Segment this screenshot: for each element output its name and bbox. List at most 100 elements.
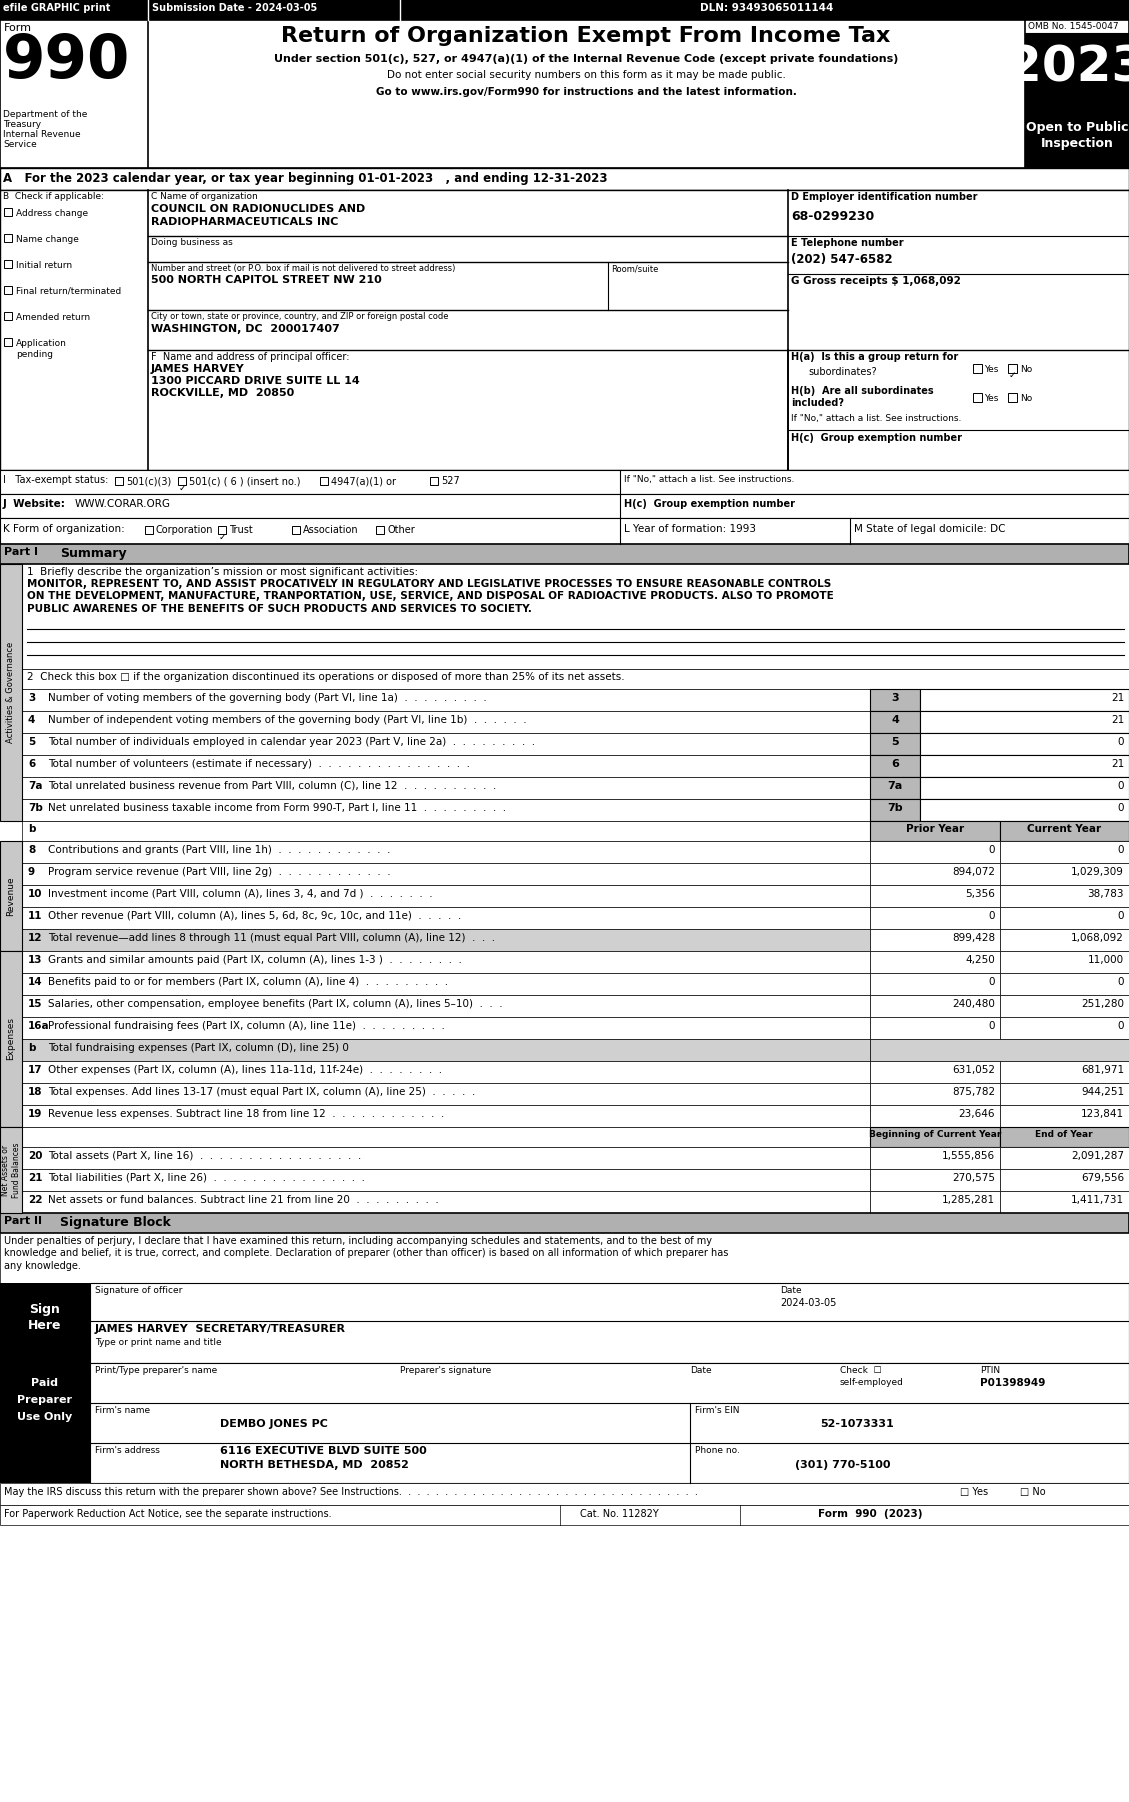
Text: Total number of volunteers (estimate if necessary)  .  .  .  .  .  .  .  .  .  .: Total number of volunteers (estimate if … — [49, 759, 470, 769]
Bar — [21, 1126, 870, 1148]
Bar — [0, 842, 21, 951]
Text: RADIOPHARMACEUTICALS INC: RADIOPHARMACEUTICALS INC — [151, 216, 339, 227]
Bar — [870, 1040, 1129, 1061]
Text: Professional fundraising fees (Part IX, column (A), line 11e)  .  .  .  .  .  . : Professional fundraising fees (Part IX, … — [49, 1022, 445, 1031]
Text: Number of independent voting members of the governing body (Part VI, line 1b)  .: Number of independent voting members of … — [49, 715, 526, 724]
Bar — [973, 393, 982, 402]
Text: Other: Other — [387, 524, 414, 535]
Text: Investment income (Part VIII, column (A), lines 3, 4, and 7d )  .  .  .  .  .  .: Investment income (Part VIII, column (A)… — [49, 888, 432, 899]
Bar — [21, 1148, 870, 1169]
Bar — [0, 544, 1129, 564]
Text: 990: 990 — [3, 32, 130, 90]
Text: 23,646: 23,646 — [959, 1108, 995, 1119]
Bar — [21, 995, 870, 1016]
Text: 1,068,092: 1,068,092 — [1071, 933, 1124, 942]
Text: 7b: 7b — [887, 804, 903, 813]
Bar — [870, 1148, 1000, 1169]
Text: 899,428: 899,428 — [952, 933, 995, 942]
Text: JAMES HARVEY  SECRETARY/TREASURER: JAMES HARVEY SECRETARY/TREASURER — [95, 1324, 345, 1333]
Text: Treasury: Treasury — [3, 121, 41, 130]
Text: 14: 14 — [28, 977, 43, 987]
Text: Net assets or fund balances. Subtract line 21 from line 20  .  .  .  .  .  .  . : Net assets or fund balances. Subtract li… — [49, 1195, 439, 1206]
Text: 16a: 16a — [28, 1022, 50, 1031]
Text: Under section 501(c), 527, or 4947(a)(1) of the Internal Revenue Code (except pr: Under section 501(c), 527, or 4947(a)(1)… — [274, 54, 899, 65]
Text: DEMBO JONES PC: DEMBO JONES PC — [220, 1418, 327, 1429]
Bar — [920, 777, 1129, 798]
Bar — [178, 478, 186, 485]
Bar — [0, 20, 1129, 168]
Text: 679,556: 679,556 — [1080, 1173, 1124, 1182]
Text: Other revenue (Part VIII, column (A), lines 5, 6d, 8c, 9c, 10c, and 11e)  .  .  : Other revenue (Part VIII, column (A), li… — [49, 912, 462, 921]
Text: Program service revenue (Part VIII, line 2g)  .  .  .  .  .  .  .  .  .  .  .  .: Program service revenue (Part VIII, line… — [49, 867, 391, 878]
Text: Revenue less expenses. Subtract line 18 from line 12  .  .  .  .  .  .  .  .  . : Revenue less expenses. Subtract line 18 … — [49, 1108, 444, 1119]
Text: Beginning of Current Year: Beginning of Current Year — [869, 1130, 1001, 1139]
Bar — [870, 1126, 1000, 1148]
Text: Name change: Name change — [16, 234, 79, 243]
Text: 68-0299230: 68-0299230 — [791, 211, 874, 223]
Text: 2  Check this box □ if the organization discontinued its operations or disposed : 2 Check this box □ if the organization d… — [27, 672, 624, 681]
Bar — [870, 863, 1000, 885]
Text: Sign: Sign — [29, 1303, 61, 1315]
Bar — [1000, 1169, 1129, 1191]
Text: Benefits paid to or for members (Part IX, column (A), line 4)  .  .  .  .  .  . : Benefits paid to or for members (Part IX… — [49, 977, 448, 987]
Bar — [870, 712, 920, 733]
Text: A   For the 2023 calendar year, or tax year beginning 01-01-2023   , and ending : A For the 2023 calendar year, or tax yea… — [3, 171, 607, 186]
Bar — [0, 470, 1129, 494]
Text: 1,555,856: 1,555,856 — [942, 1151, 995, 1160]
Text: MONITOR, REPRESENT TO, AND ASSIST PROCATIVELY IN REGULATORY AND LEGISLATIVE PROC: MONITOR, REPRESENT TO, AND ASSIST PROCAT… — [27, 578, 833, 614]
Bar — [5, 339, 12, 346]
Text: Print/Type preparer's name: Print/Type preparer's name — [95, 1366, 217, 1375]
Text: F  Name and address of principal officer:: F Name and address of principal officer: — [151, 351, 350, 362]
Text: Signature of officer: Signature of officer — [95, 1287, 183, 1296]
Bar — [920, 712, 1129, 733]
Text: Use Only: Use Only — [17, 1413, 72, 1422]
Text: 631,052: 631,052 — [952, 1065, 995, 1076]
Bar — [21, 712, 870, 733]
Text: K Form of organization:: K Form of organization: — [3, 524, 124, 533]
Text: 17: 17 — [28, 1065, 43, 1076]
Bar — [870, 1191, 1000, 1213]
Bar — [870, 930, 1000, 951]
Text: Number of voting members of the governing body (Part VI, line 1a)  .  .  .  .  .: Number of voting members of the governin… — [49, 694, 487, 703]
Bar — [870, 885, 1000, 906]
Text: Grants and similar amounts paid (Part IX, column (A), lines 1-3 )  .  .  .  .  .: Grants and similar amounts paid (Part IX… — [49, 955, 462, 966]
Text: I   Tax-exempt status:: I Tax-exempt status: — [3, 476, 108, 485]
Text: 2023: 2023 — [1007, 43, 1129, 92]
Text: 0: 0 — [1118, 737, 1124, 748]
Bar — [870, 1169, 1000, 1191]
Text: 1  Briefly describe the organization’s mission or most significant activities:: 1 Briefly describe the organization’s mi… — [27, 568, 418, 577]
Bar — [870, 1061, 1000, 1083]
Bar — [21, 885, 870, 906]
Text: 0: 0 — [1118, 912, 1124, 921]
Text: 240,480: 240,480 — [952, 998, 995, 1009]
Bar — [973, 364, 982, 373]
Text: □ No: □ No — [1019, 1487, 1045, 1497]
Text: Prior Year: Prior Year — [905, 824, 964, 834]
Bar — [920, 733, 1129, 755]
Bar — [0, 1233, 1129, 1283]
Bar — [1000, 1105, 1129, 1126]
Text: Total fundraising expenses (Part IX, column (D), line 25) 0: Total fundraising expenses (Part IX, col… — [49, 1043, 349, 1052]
Bar — [0, 517, 1129, 544]
Text: Trust: Trust — [229, 524, 253, 535]
Bar — [21, 1169, 870, 1191]
Text: Current Year: Current Year — [1027, 824, 1101, 834]
Text: Total unrelated business revenue from Part VIII, column (C), line 12  .  .  .  .: Total unrelated business revenue from Pa… — [49, 780, 497, 791]
Bar — [1008, 393, 1017, 402]
Text: 0: 0 — [989, 845, 995, 854]
Text: Department of the: Department of the — [3, 110, 87, 119]
Text: 21: 21 — [1111, 715, 1124, 724]
Text: (202) 547-6582: (202) 547-6582 — [791, 252, 893, 267]
Text: 2024-03-05: 2024-03-05 — [780, 1297, 837, 1308]
Text: Paid: Paid — [32, 1379, 59, 1388]
Bar — [870, 777, 920, 798]
Bar — [870, 1105, 1000, 1126]
Text: 501(c) ( 6 ) (insert no.): 501(c) ( 6 ) (insert no.) — [189, 476, 300, 487]
Text: Firm's address: Firm's address — [95, 1445, 160, 1454]
Bar — [5, 234, 12, 241]
Text: B  Check if applicable:: B Check if applicable: — [3, 193, 104, 202]
Text: Application
pending: Application pending — [16, 339, 67, 359]
Text: 1,411,731: 1,411,731 — [1071, 1195, 1124, 1206]
Text: Total number of individuals employed in calendar year 2023 (Part V, line 2a)  . : Total number of individuals employed in … — [49, 737, 535, 748]
Text: efile GRAPHIC print: efile GRAPHIC print — [3, 4, 111, 13]
